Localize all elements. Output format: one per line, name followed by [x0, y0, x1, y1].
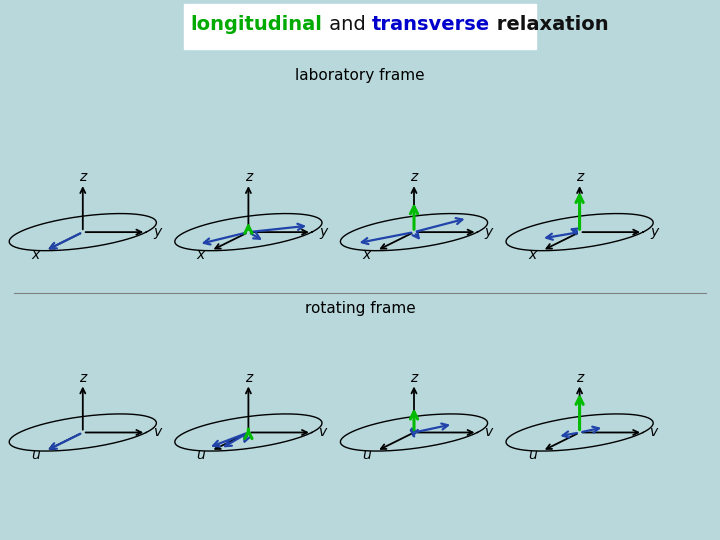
Text: and: and	[323, 15, 372, 34]
Text: z: z	[576, 171, 583, 184]
Text: rotating frame: rotating frame	[305, 301, 415, 315]
Text: z: z	[410, 171, 418, 184]
Text: v: v	[485, 426, 493, 440]
Text: z: z	[79, 171, 86, 184]
Text: z: z	[576, 371, 583, 385]
Text: v: v	[153, 426, 162, 440]
Text: u: u	[362, 448, 371, 462]
Text: x: x	[197, 248, 205, 261]
Text: u: u	[197, 448, 205, 462]
Text: z: z	[410, 371, 418, 385]
Text: z: z	[245, 371, 252, 385]
Text: relaxation: relaxation	[490, 15, 608, 34]
Text: x: x	[362, 248, 371, 261]
Text: x: x	[31, 248, 40, 261]
Text: x: x	[528, 248, 536, 261]
Text: z: z	[245, 171, 252, 184]
Text: laboratory frame: laboratory frame	[295, 69, 425, 83]
Text: u: u	[31, 448, 40, 462]
Text: longitudinal: longitudinal	[191, 15, 323, 34]
FancyBboxPatch shape	[184, 4, 536, 49]
Text: y: y	[319, 225, 328, 239]
Text: y: y	[153, 225, 162, 239]
Text: y: y	[650, 225, 659, 239]
Text: transverse: transverse	[372, 15, 490, 34]
Text: z: z	[79, 371, 86, 385]
Text: u: u	[528, 448, 536, 462]
Text: v: v	[319, 426, 328, 440]
Text: y: y	[485, 225, 493, 239]
Text: v: v	[650, 426, 659, 440]
